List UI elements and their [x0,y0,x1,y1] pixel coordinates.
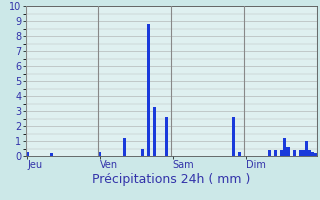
Bar [305,141,308,156]
Bar [280,150,284,156]
Bar [274,150,277,156]
Bar [302,150,305,156]
Bar [147,24,150,156]
Bar [141,148,144,156]
Bar [286,147,290,156]
Bar [284,138,286,156]
Bar [153,106,156,156]
Bar [268,150,271,156]
Bar [99,152,101,156]
Bar [50,153,53,156]
Bar [123,138,126,156]
Bar [311,152,314,156]
Bar [26,152,28,156]
Bar [299,150,302,156]
Bar [232,117,235,156]
Bar [238,152,241,156]
Bar [292,150,296,156]
Bar [165,117,168,156]
Bar [308,150,311,156]
Bar [314,153,317,156]
X-axis label: Précipitations 24h ( mm ): Précipitations 24h ( mm ) [92,173,250,186]
